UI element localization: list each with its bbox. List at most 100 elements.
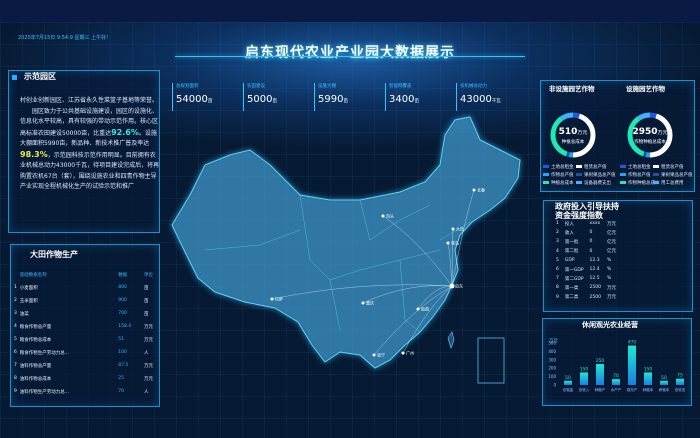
- flow-line: [451, 228, 454, 287]
- row-name: 油料作物生产劳动力总...: [19, 389, 70, 395]
- row-index: 5: [556, 257, 559, 263]
- row-name: 油料作物总产量: [19, 363, 52, 369]
- legend-item: 作物总产值: [543, 172, 574, 178]
- table-row[interactable]: 5 粮食作物总成本 51 万元: [14, 333, 162, 346]
- row-value: 900: [118, 298, 127, 303]
- city-label: 拉萨: [275, 296, 283, 302]
- stat-label: 总规划面积: [176, 84, 199, 89]
- bar[interactable]: [612, 379, 620, 385]
- row-unit: %: [607, 257, 612, 263]
- table-row[interactable]: 7 油料作物总产量 87.5 万元: [14, 359, 162, 372]
- row-unit: %: [607, 267, 612, 273]
- row-unit: 亩: [143, 298, 149, 304]
- city-point[interactable]: [270, 297, 274, 301]
- table-row[interactable]: 2 收入 0 亿元: [556, 228, 622, 237]
- bar[interactable]: [660, 380, 668, 385]
- text: 。设施大棚面积5990亩，新品种、新技术推广普及率达: [20, 129, 157, 148]
- table-row[interactable]: 3 第一批 0 亿元: [556, 237, 622, 246]
- table-row[interactable]: 1 投入 xxxx 万元: [556, 219, 622, 228]
- y-tick-label: 100: [548, 374, 556, 379]
- row-name: 粮食作物总成本: [19, 337, 52, 343]
- col-header: 数据: [118, 272, 128, 278]
- leisure-panel: [542, 318, 692, 406]
- bar[interactable]: [676, 378, 684, 385]
- legend-label: 租赁总产值: [661, 165, 684, 170]
- bar[interactable]: [644, 372, 652, 385]
- bar[interactable]: [564, 380, 572, 385]
- donut-segment: [550, 112, 596, 158]
- page-title: 启东现代农业产业园大数据展示: [245, 45, 455, 61]
- bar-data-label: 75: [677, 373, 683, 379]
- bar[interactable]: [580, 372, 588, 385]
- table-row[interactable]: 8 第一类 2500 万元: [556, 283, 622, 292]
- city-point[interactable]: [446, 241, 450, 245]
- legend-swatch: [576, 173, 582, 176]
- chart-title: 休闲观光农业经营: [582, 321, 638, 329]
- legend-label: 果树果品总产值: [584, 173, 616, 178]
- city-point[interactable]: [416, 307, 420, 311]
- table-row[interactable]: 6 粮食作物生产劳动力总... 100 人: [14, 346, 162, 359]
- city-point[interactable]: [449, 283, 455, 289]
- legend-label: 作物种植总成本: [628, 181, 660, 186]
- table-row[interactable]: 8 油料作物总成本 25 万元: [14, 372, 162, 385]
- row-name: 第一批: [564, 239, 579, 245]
- row-index: 8: [14, 376, 17, 381]
- legend-label: 作物总产值: [551, 173, 574, 178]
- city-point[interactable]: [401, 351, 405, 355]
- legend-swatch: [620, 173, 626, 176]
- row-unit: 万元: [607, 285, 616, 291]
- row-value: 87.5: [118, 363, 129, 368]
- table-row[interactable]: 4 第二批 0 亿元: [556, 247, 622, 256]
- city-point[interactable]: [372, 353, 376, 357]
- row-index: 5: [14, 337, 17, 342]
- city-point[interactable]: [361, 301, 365, 305]
- donut-segment: [627, 112, 673, 158]
- stat-card: 农机械总动力 43000千瓦: [456, 83, 501, 111]
- flow-line: [447, 242, 453, 287]
- row-index: 3: [556, 239, 559, 245]
- paragraph: 园区致力于公共基础设施建设，园区的设施化、信息化水平较高，具有较强的带动示范作用…: [20, 107, 160, 193]
- title-underline: [175, 56, 525, 57]
- city-point[interactable]: [472, 188, 476, 192]
- city-point[interactable]: [451, 227, 455, 231]
- stat-label: 农田建设: [247, 84, 265, 89]
- row-unit: 万元: [143, 337, 153, 343]
- city-point[interactable]: [381, 214, 385, 218]
- bar[interactable]: [596, 364, 604, 385]
- row-unit: 万元: [143, 324, 153, 330]
- table-row[interactable]: 1 小麦面积 800 亩: [14, 281, 162, 294]
- table-row[interactable]: 5 GDP 12.3%: [556, 256, 622, 265]
- table-row[interactable]: 9 第二类 2500 万元: [556, 293, 622, 302]
- row-unit: 万元: [607, 295, 616, 301]
- table-row[interactable]: 3 油菜 700 亩: [14, 307, 162, 320]
- row-value: 100: [118, 350, 127, 355]
- demo-park-panel: [8, 70, 160, 233]
- text: 园区致力于公共基础设施建设，园区的设施化、信息化水平较高，具有较强的带动示范作用…: [20, 107, 159, 137]
- bar-data-label: 470: [628, 340, 637, 346]
- col-header: 基础数据名称: [19, 272, 47, 278]
- row-index: 4: [556, 248, 559, 254]
- row-unit: 亩: [143, 285, 149, 291]
- row-value: xxxx: [589, 221, 601, 227]
- stat-value-row: 54000亩: [176, 94, 212, 105]
- legend-item: 果树果品总产值: [576, 172, 616, 178]
- province-borders: [204, 194, 471, 333]
- bar[interactable]: [628, 345, 636, 385]
- stat-value: 5000: [247, 94, 273, 105]
- table-row[interactable]: 4 粮食作物总产量 158.4 万元: [14, 320, 162, 333]
- row-name: 投入: [564, 221, 574, 227]
- row-name: 小麦面积: [19, 285, 38, 291]
- donut-value: 510: [558, 127, 578, 137]
- table-row[interactable]: 2 玉米面积 900 亩: [14, 294, 162, 307]
- table-row[interactable]: 9 油料作物生产劳动力总... 70 人: [14, 385, 162, 398]
- x-tick-label: 种植本: [643, 387, 654, 392]
- table-row[interactable]: 7 第二GDP 12.5%: [556, 274, 622, 283]
- row-name: 粮食作物生产劳动力总...: [19, 350, 70, 356]
- y-tick-label: 200: [548, 366, 556, 371]
- flow-line: [382, 215, 453, 287]
- row-value: 800: [118, 285, 127, 290]
- stat-card: 农田建设 5000亩: [243, 83, 277, 111]
- city-label: 广州: [406, 350, 414, 356]
- demo-park-text[interactable]: 村创业创新园区、江苏省永久性菜篮子基地等荣誉。 园区致力于公共基础设施建设，园区…: [20, 96, 160, 231]
- table-row[interactable]: 6 第一GDP 12.4%: [556, 265, 622, 274]
